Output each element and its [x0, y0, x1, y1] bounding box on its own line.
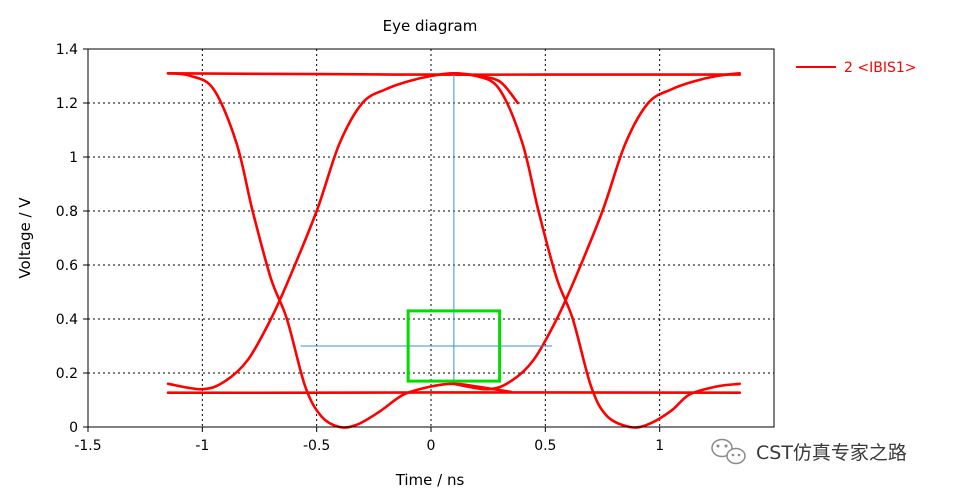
eye-mask [406, 309, 502, 383]
y-axis-title: Voltage / V [16, 197, 34, 279]
y-tick-label-2: 0.4 [56, 312, 78, 328]
x-tick-label-5: 1 [655, 438, 664, 454]
legend[interactable]: 2 <IBIS1> [796, 60, 916, 76]
eye-traces [166, 72, 741, 429]
trace-fall-right [452, 72, 741, 429]
y-tick-label-3: 0.6 [56, 258, 78, 274]
y-tick-label-6: 1.2 [56, 96, 78, 112]
x-tick-label-1: -1 [195, 438, 209, 454]
trace-rise-left [166, 72, 520, 391]
x-tick-label-0: -1.5 [74, 438, 101, 454]
wechat-icon [711, 438, 746, 465]
grid-lines [88, 49, 774, 427]
legend-label: 2 <IBIS1> [844, 60, 916, 76]
trace-rise-right [452, 72, 741, 391]
measurement-overlay [300, 74, 553, 383]
chart-title: Eye diagram [383, 17, 478, 35]
x-tick-label-4: 0.5 [534, 438, 556, 454]
watermark: CST仿真专家之路 [711, 438, 907, 465]
x-tick-label-2: -0.5 [303, 438, 330, 454]
y-axis-ticks: 0 0.2 0.4 0.6 0.8 1 1.2 1.4 [56, 42, 88, 436]
x-tick-label-3: 0 [427, 438, 436, 454]
trace-fall-left [166, 72, 513, 429]
y-tick-label-1: 0.2 [56, 366, 78, 382]
y-tick-label-5: 1 [69, 150, 78, 166]
x-axis-title: Time / ns [395, 471, 465, 489]
y-tick-label-4: 0.8 [56, 204, 78, 220]
trace-high-rail [166, 72, 741, 76]
y-tick-label-0: 0 [69, 420, 78, 436]
watermark-text: CST仿真专家之路 [756, 442, 907, 464]
x-axis-ticks: -1.5 -1 -0.5 0 0.5 1 [74, 427, 664, 454]
y-tick-label-7: 1.4 [56, 42, 78, 58]
